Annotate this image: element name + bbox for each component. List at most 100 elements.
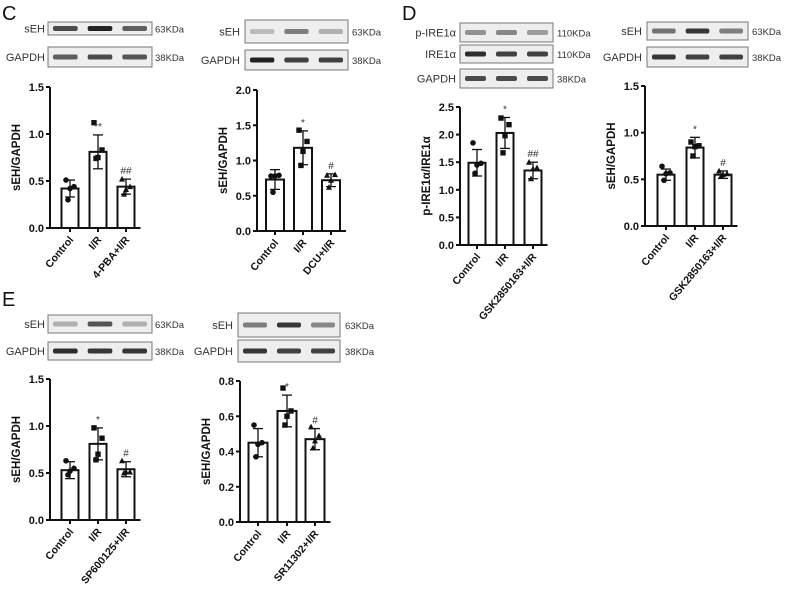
blot-band: [719, 54, 743, 60]
blot-band: [243, 348, 267, 354]
blot-label: GAPDH: [201, 55, 240, 67]
blot-band: [122, 54, 147, 60]
blot-size: 63KDa: [345, 321, 375, 332]
y-tick-label: 1.5: [236, 120, 251, 132]
blot-size: 63KDa: [155, 25, 185, 36]
blot-band: [122, 321, 147, 327]
data-point: [324, 172, 330, 178]
blot-band: [465, 76, 486, 81]
blot-label: IRE1α: [425, 49, 456, 61]
blot-size: 110KDa: [557, 50, 591, 61]
y-tick-label: 2.0: [236, 85, 251, 97]
data-point: [67, 185, 73, 192]
blot-band: [53, 348, 78, 354]
y-tick-label: 1.0: [439, 185, 454, 197]
data-point: [716, 167, 722, 174]
y-tick-label: 0.0: [219, 517, 234, 529]
blot-band: [496, 51, 517, 57]
blot-size: 38KDa: [155, 347, 185, 358]
blot-band: [53, 26, 78, 31]
blot-label: GAPDH: [603, 52, 642, 64]
data-point: [91, 425, 97, 431]
data-point: [121, 469, 127, 476]
blot-band: [122, 26, 147, 31]
y-tick-label: 0.5: [439, 212, 454, 224]
data-point: [63, 177, 69, 183]
data-point: [692, 143, 698, 150]
data-point: [123, 186, 129, 192]
data-point: [296, 127, 302, 133]
blot-band: [652, 28, 676, 34]
y-tick-label: 0.0: [29, 515, 44, 527]
data-point: [696, 143, 702, 149]
significance-marker: **: [94, 122, 102, 133]
chart-1: sEH 63KDa GAPDH 38KDa 0.0 0.5 1.0 1.5 sEH/GAPDH C…: [6, 21, 185, 281]
significance-marker: #: [328, 161, 334, 172]
blot-band: [122, 348, 147, 354]
chart-6: sEH 63KDa GAPDH 38KDa 0.0 0.2 0.4 0.6 0.8 sEH/GAP…: [194, 312, 375, 584]
panel-label-c: C: [2, 3, 16, 25]
blot-band: [87, 321, 113, 327]
data-point: [99, 147, 105, 153]
data-point: [255, 441, 261, 448]
y-tick-label: 0.4: [219, 447, 235, 459]
blot-label: p-IRE1α: [415, 28, 456, 40]
blot-label: GAPDH: [417, 74, 456, 86]
blot-band: [311, 322, 335, 328]
x-tick-label: Control: [43, 234, 76, 270]
y-tick-label: 0.0: [439, 240, 454, 252]
y-axis-label: sEH/GAPDH: [606, 122, 618, 189]
significance-marker: *: [285, 382, 289, 393]
data-point: [498, 115, 504, 121]
blot-band: [527, 30, 548, 35]
y-tick-label: 1.5: [624, 81, 639, 93]
x-tick-label: Control: [450, 251, 483, 287]
blot-band: [53, 54, 78, 60]
significance-marker: #: [312, 416, 318, 427]
blot-band: [311, 348, 335, 354]
blot-label: sEH: [212, 320, 233, 332]
significance-marker: *: [693, 124, 697, 135]
blot-label: sEH: [24, 24, 45, 36]
blot-size: 38KDa: [155, 53, 185, 64]
data-point: [661, 177, 667, 184]
data-point: [99, 435, 105, 441]
blot-band: [243, 322, 267, 328]
chart-3: p-IRE1α 110KDa IRE1α 110KDa GAPDH 38KDa 0.0 0.5…: [415, 22, 591, 323]
blot-size: 38KDa: [345, 347, 375, 358]
blot-band: [53, 321, 78, 327]
data-point: [663, 170, 669, 177]
blot-label: sEH: [621, 26, 642, 38]
blot-seh: sEH 63KDa: [621, 21, 782, 41]
data-point: [93, 457, 99, 463]
blot-size: 38KDa: [352, 56, 382, 67]
y-axis-label: p-IRE1α/IRE1α: [421, 136, 433, 215]
data-point: [95, 451, 101, 457]
blot-seh: sEH 63KDa: [219, 19, 382, 44]
data-point: [470, 140, 476, 146]
chart-5: sEH 63KDa GAPDH 38KDa 0.0 0.5 1.0 1.5 sEH/GAPDH C…: [6, 314, 185, 586]
data-point: [119, 457, 125, 464]
significance-marker: ##: [120, 166, 132, 177]
blot-band: [87, 54, 113, 60]
y-axis-label: sEH/GAPDH: [218, 127, 230, 194]
data-point: [688, 139, 694, 145]
blot-band: [284, 29, 309, 34]
y-tick-label: 2.5: [439, 102, 454, 114]
y-axis-label: sEH/GAPDH: [201, 418, 213, 485]
data-point: [526, 159, 532, 165]
y-tick-label: 1.0: [236, 156, 251, 168]
blot-band: [277, 322, 301, 328]
blot-gapdh: GAPDH 38KDa: [6, 341, 185, 361]
blot-gapdh: GAPDH 38KDa: [603, 46, 782, 68]
data-point: [272, 173, 278, 179]
data-point: [312, 437, 318, 444]
x-tick-label: Control: [231, 528, 264, 564]
blot-label: sEH: [219, 27, 240, 39]
y-axis-label: sEH/GAPDH: [11, 124, 23, 191]
data-point: [71, 465, 77, 472]
blot-seh: sEH 63KDa: [24, 21, 185, 36]
x-tick-label: Control: [639, 232, 672, 268]
significance-marker: *: [301, 118, 305, 129]
bar: [321, 179, 341, 233]
